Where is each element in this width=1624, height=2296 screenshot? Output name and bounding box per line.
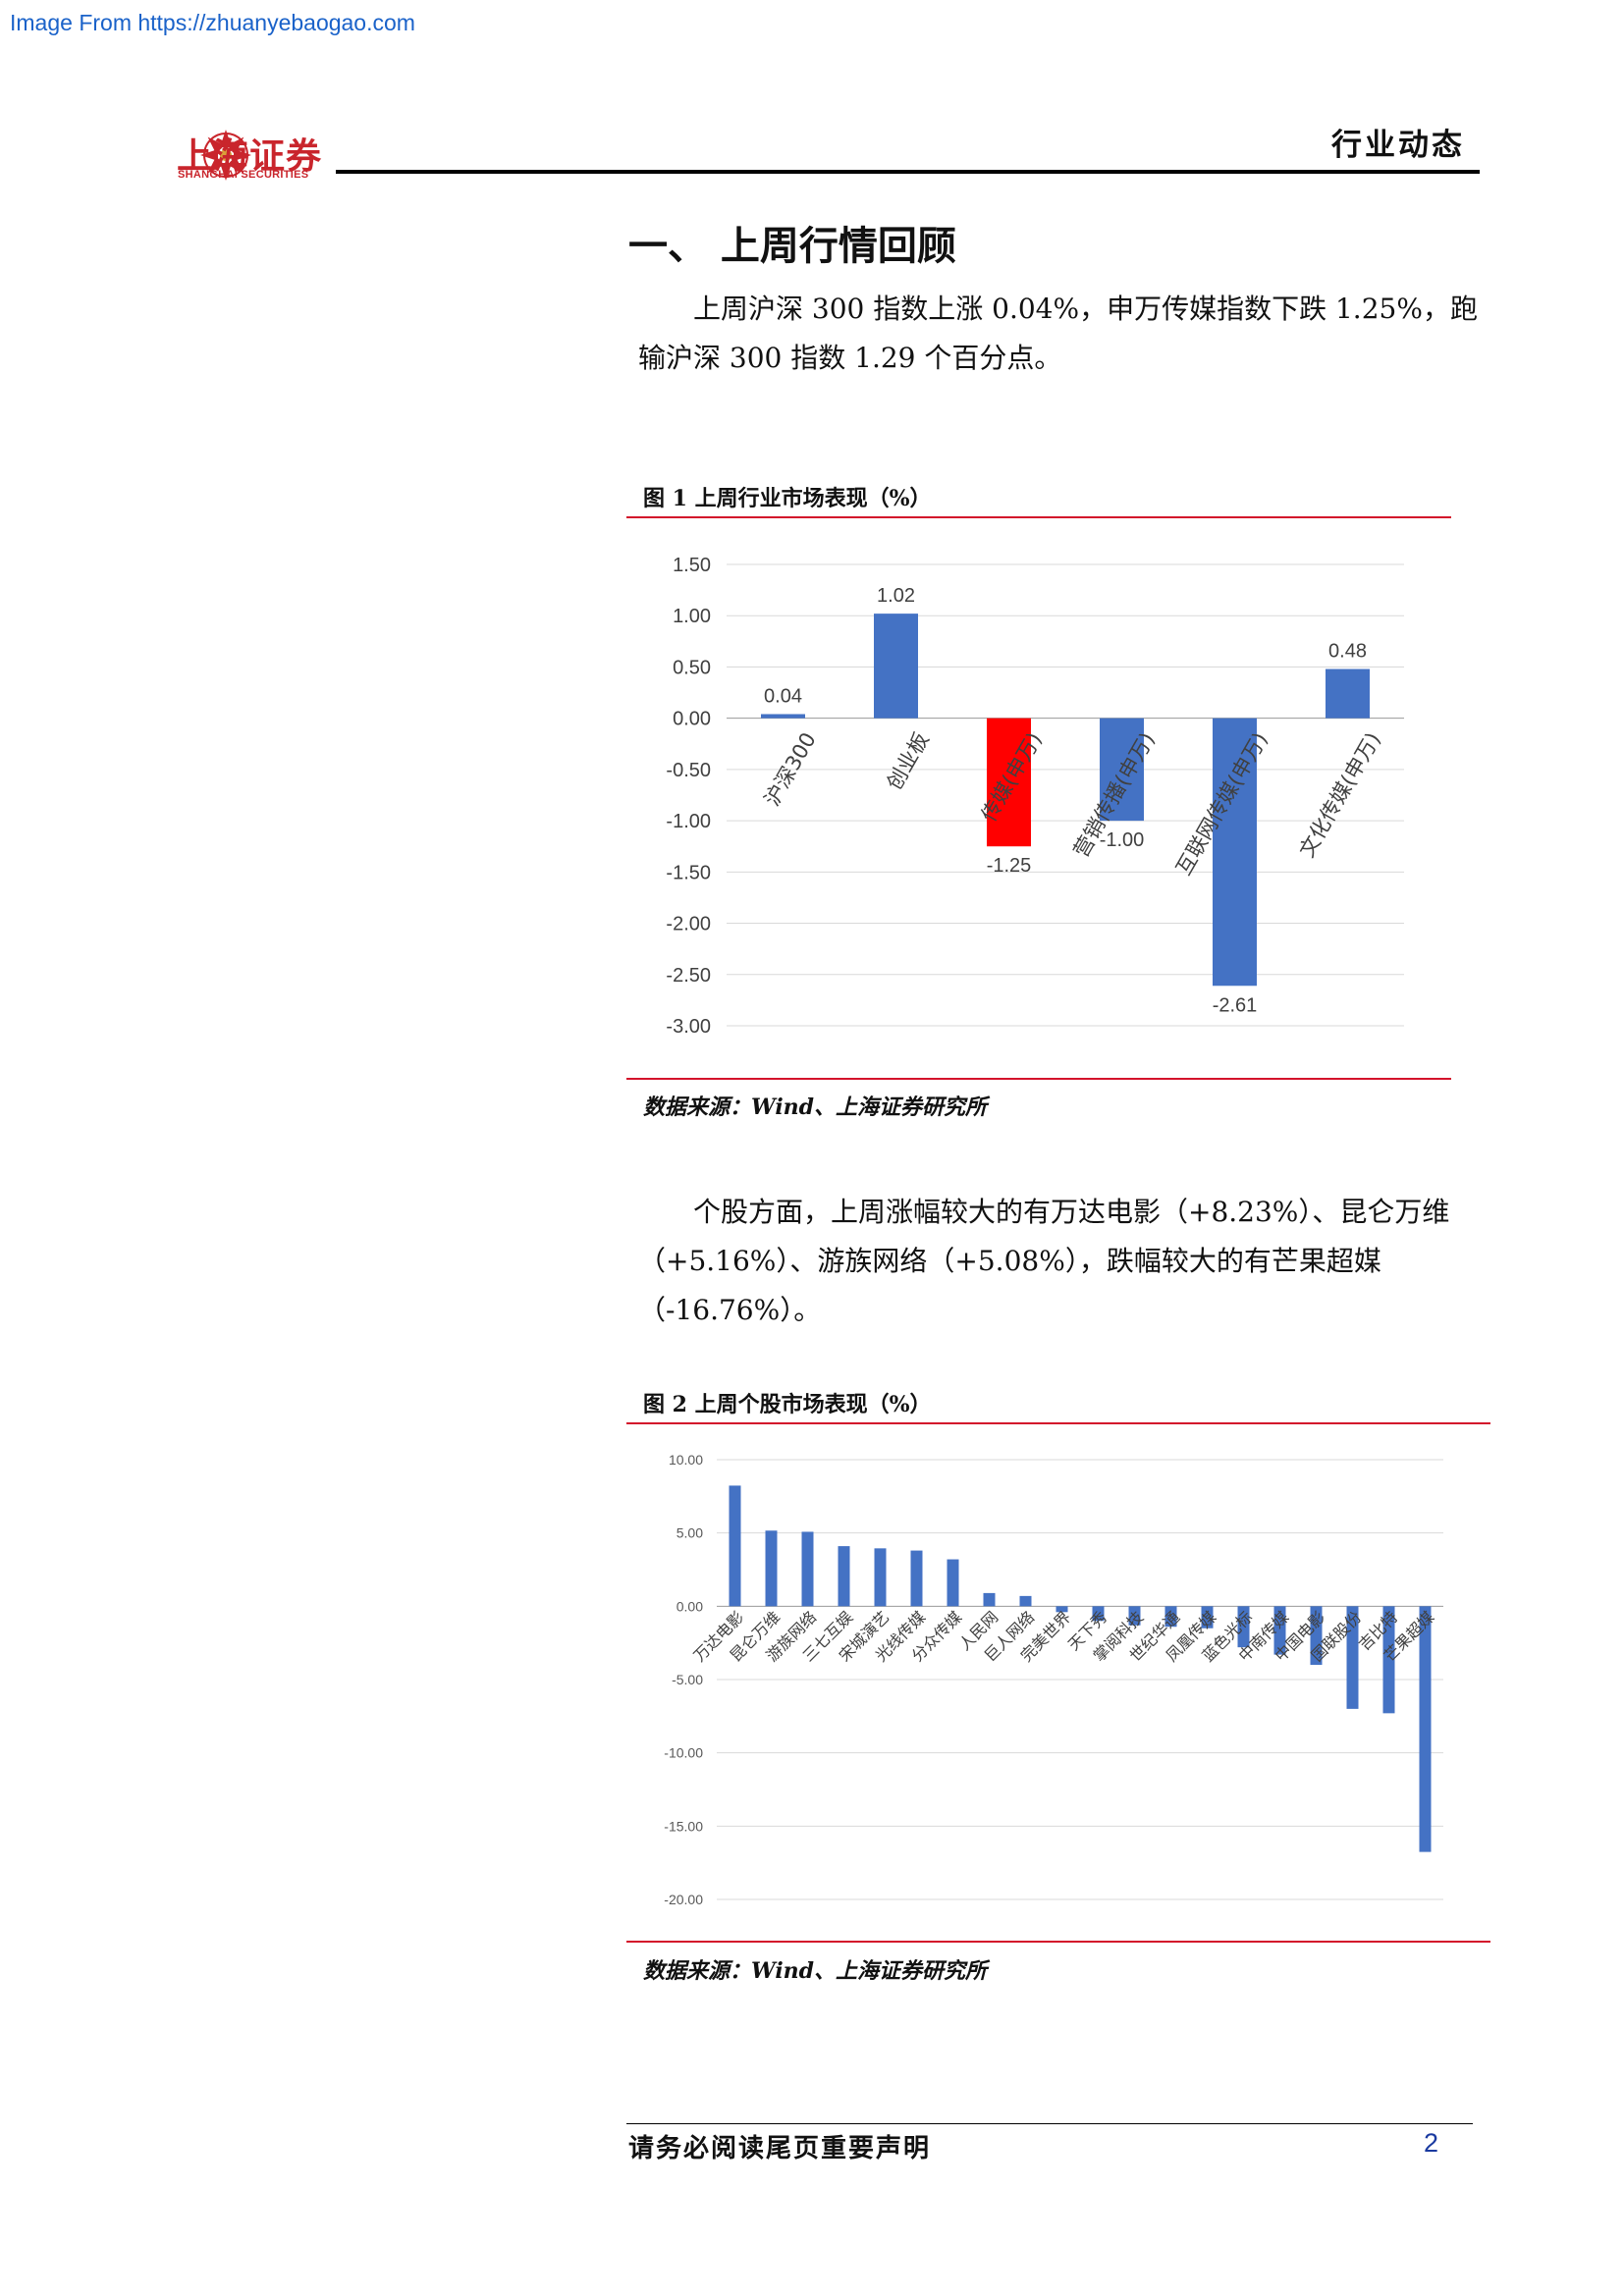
figure1-chart: 1.50 1.00 0.50 0.00 -0.50 -1.00 -1.50 -2.00 -2.5… [666,555,1404,1036]
chart2-bars [729,1485,1432,1852]
chart1-x-tick-labels: 沪深300 创业板 传媒(申万) 营销传播(申万) 互联网传媒(申万) 文化传媒(申万) [760,728,1385,880]
chart1-bar [1326,668,1370,719]
chart2-bar [1056,1606,1068,1613]
chart1-bar [1213,718,1257,987]
figure2-source: 数据来源：Wind、上海证券研究所 [643,1958,988,1984]
chart2-y-tick: -5.00 [672,1672,703,1687]
watermark-link[interactable]: Image From https://zhuanyebaogao.com [10,10,415,35]
chart1-y-tick: -3.00 [666,1016,711,1036]
page-number: 2 [1424,2128,1439,2158]
figure1-bottom-rule [626,1078,1451,1080]
chart2-bar [1310,1606,1323,1666]
chart1-y-tick: 1.00 [673,606,711,627]
chart2-bar [1419,1606,1432,1852]
paragraph-index-performance: 上周沪深 300 指数上涨 0.04%，申万传媒指数下跌 1.25%，跑输沪深 … [638,293,1478,374]
chart1-y-tick: -2.00 [666,914,711,935]
chart2-bar [1019,1595,1032,1607]
chart2-y-tick-labels: 10.00 5.00 0.00 -5.00 -10.00 -15.00 -20.00 [664,1452,703,1907]
chart1-y-tick: -2.50 [666,965,711,987]
chart2-y-tick: 10.00 [669,1452,703,1468]
chart1-y-tick: -0.50 [666,760,711,781]
chart1-y-tick: 0.00 [673,709,711,730]
figure1-source: 数据来源：Wind、上海证券研究所 [643,1095,988,1120]
chart2-bar [1382,1606,1395,1714]
logo-text-en: SHANGHAI SECURITIES [178,169,309,181]
chart1-x-tick: 创业板 [883,728,934,794]
chart1-data-label: 0.04 [764,685,802,707]
paragraph-stock-performance: 个股方面，上周涨幅较大的有万达电影（+8.23%）、昆仑万维（+5.16%）、游… [638,1196,1450,1326]
chart2-bar [1128,1606,1141,1626]
chart1-data-label: 1.02 [877,585,915,607]
chart1-y-tick: -1.50 [666,862,711,883]
figure2-chart: 10.00 5.00 0.00 -5.00 -10.00 -15.00 -20.00 万达电… [664,1452,1443,1907]
chart2-bar [1201,1606,1214,1629]
chart2-bar [729,1485,741,1607]
chart2-x-tick-labels: 万达电影昆仑万维游族网络三七互娱宋城演艺光线传媒分众传媒人民网巨人网络完美世界天… [690,1608,1438,1666]
chart2-y-tick: -15.00 [664,1818,703,1834]
chart1-bars [761,614,1370,987]
chart1-data-label: -2.61 [1213,994,1258,1016]
chart1-data-labels: 0.04 1.02 -1.25 -1.00 -2.61 0.48 [764,585,1367,1016]
chart2-bar [910,1550,923,1607]
chart1-y-tick: 0.50 [673,657,711,678]
footer-disclaimer: 请务必阅读尾页重要声明 [628,2134,932,2163]
chart1-data-label: -1.00 [1100,829,1145,851]
chart1-data-label: 0.48 [1328,641,1367,663]
figure2-bottom-rule [626,1941,1490,1943]
chart1-bar [1100,718,1144,822]
footer-divider [626,2123,1473,2124]
chart2-bar [1237,1606,1250,1648]
chart1-y-tick-labels: 1.50 1.00 0.50 0.00 -0.50 -1.00 -1.50 -2.00 -2.5… [666,555,711,1036]
chart2-bar [838,1546,850,1607]
chart1-y-tick: 1.50 [673,555,711,576]
chart2-bar [1092,1606,1105,1622]
chart1-bar [874,614,918,719]
figure2-title: 图 2 上周个股市场表现（%） [643,1392,932,1417]
chart2-bar [1273,1606,1286,1655]
chart2-bar [765,1530,778,1607]
chart2-gridlines [717,1459,1443,1900]
section-title: 一、 上周行情回顾 [628,224,956,269]
chart2-bar [983,1592,996,1607]
chart2-y-tick: -20.00 [664,1892,703,1907]
document-type: 行业动态 [1331,128,1465,163]
figure1-title: 图 1 上周行业市场表现（%） [643,486,932,511]
chart2-y-tick: 5.00 [677,1525,703,1541]
chart1-x-tick: 文化传媒(申万) [1295,728,1385,861]
chart2-bar [801,1531,814,1607]
chart2-bar [947,1559,959,1607]
logo-text-cn: 上海证券 [177,136,323,177]
header-divider [336,170,1480,174]
chart2-y-tick: 0.00 [677,1598,703,1614]
chart1-bar [761,714,805,719]
chart2-bar [874,1548,887,1607]
logo-icon [200,130,251,181]
chart2-y-tick: -10.00 [664,1745,703,1761]
chart2-bar [1346,1606,1359,1709]
chart1-data-label: -1.25 [987,855,1032,877]
chart1-y-tick: -1.00 [666,811,711,832]
figure2-top-rule [626,1422,1490,1424]
chart1-bar [987,718,1031,847]
figure1-top-rule [626,516,1451,518]
chart1-gridlines [727,563,1404,1027]
chart2-bar [1164,1606,1177,1628]
